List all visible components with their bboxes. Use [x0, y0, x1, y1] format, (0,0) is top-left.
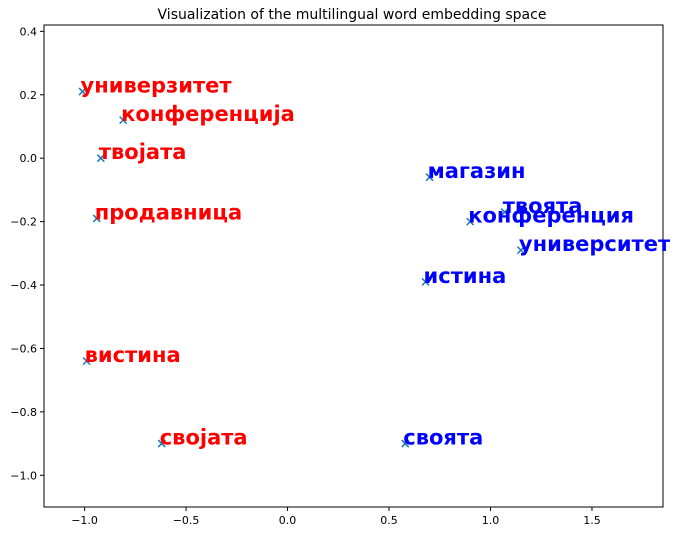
x-tick-label: 0.0 [279, 514, 297, 527]
point-label: универзитет [81, 74, 233, 98]
point-label: конференция [468, 204, 634, 228]
point-marker [82, 357, 91, 366]
x-tick-label: −1.0 [71, 514, 98, 527]
x-tick-label: 0.5 [380, 514, 398, 527]
y-tick-label: 0.2 [20, 89, 38, 102]
x-tick-label: 1.0 [482, 514, 500, 527]
x-tick-label: −0.5 [173, 514, 200, 527]
point-label: продавница [95, 200, 242, 224]
data-markers [78, 87, 525, 448]
y-tick-label: −0.2 [10, 216, 37, 229]
point-marker [119, 116, 128, 125]
y-tick-label: 0.4 [20, 25, 38, 38]
point-marker [401, 439, 410, 448]
point-marker [96, 154, 105, 163]
y-tick-label: −0.8 [10, 406, 37, 419]
y-axis: 0.4 0.2 0.0 −0.2 −0.4 −0.6 −0.8 −1.0 [10, 25, 44, 482]
point-marker [516, 246, 525, 255]
point-label: твојата [99, 140, 187, 164]
point-marker [500, 208, 509, 217]
point-marker [78, 87, 87, 96]
point-marker [92, 214, 101, 223]
y-tick-label: −0.6 [10, 342, 37, 355]
point-label: своята [403, 426, 483, 450]
point-marker [157, 439, 166, 448]
point-marker [425, 173, 434, 182]
x-axis: −1.0 −0.5 0.0 0.5 1.0 1.5 [71, 507, 601, 527]
plot-frame [43, 24, 664, 508]
point-label: конференција [121, 102, 295, 126]
chart-title: Visualization of the multilingual word e… [158, 7, 547, 23]
plot-area [43, 24, 664, 508]
y-tick-label: −1.0 [10, 469, 37, 482]
data-labels: универзитет конференција твојата продавница… [81, 74, 671, 450]
y-tick-label: 0.0 [20, 152, 38, 165]
point-label: истина [424, 264, 507, 288]
point-label: вистина [85, 343, 181, 367]
point-marker [466, 217, 475, 226]
point-label: магазин [428, 159, 526, 183]
point-label: твоята [503, 194, 583, 218]
y-tick-label: −0.4 [10, 279, 37, 292]
point-label: својата [160, 426, 248, 450]
point-label: университет [519, 232, 671, 256]
x-tick-label: 1.5 [583, 514, 601, 527]
point-marker [421, 277, 430, 286]
